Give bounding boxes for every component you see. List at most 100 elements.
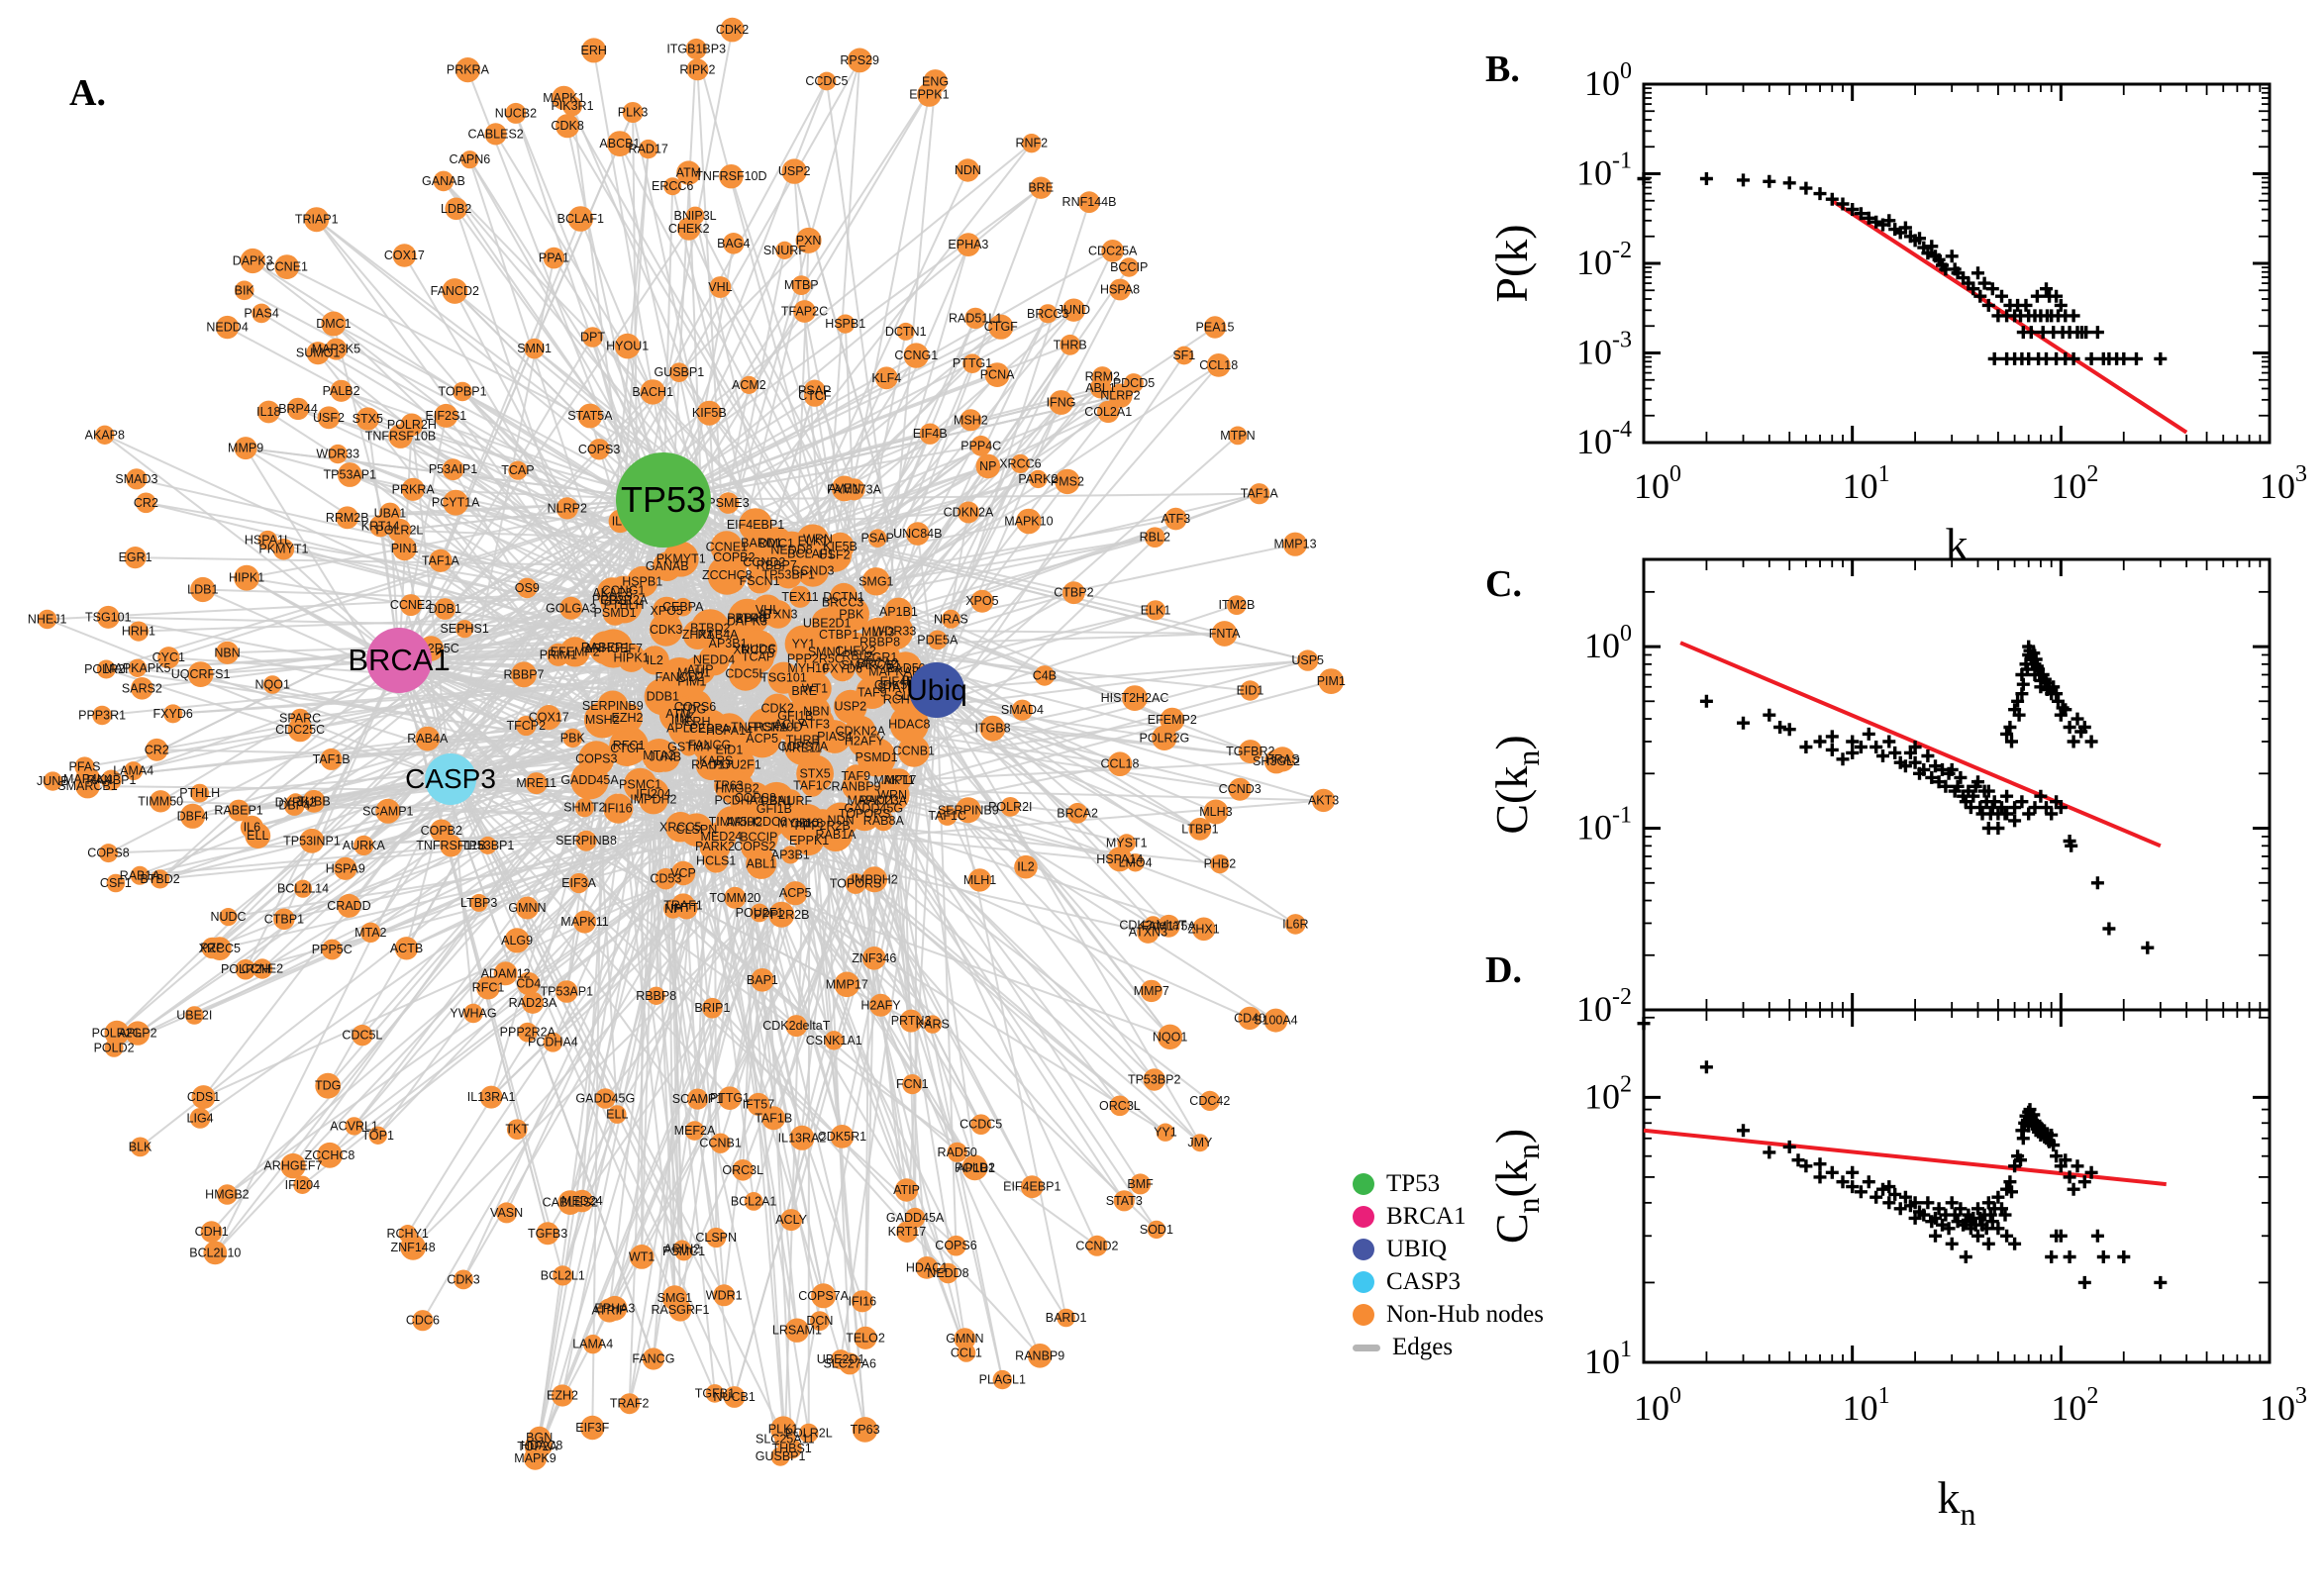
chart-frame <box>1642 82 2272 445</box>
network-node-label: ABL1 <box>1085 381 1116 395</box>
network-node-label: BTBD2 <box>140 872 179 886</box>
network-node <box>567 206 594 232</box>
network-node-label: STAT5A <box>567 409 613 423</box>
network-node-label: CCNG1 <box>894 349 938 362</box>
network-edge <box>588 149 650 781</box>
network-node-label: DDB1 <box>429 602 461 616</box>
network-node <box>588 439 610 460</box>
network-node <box>796 754 834 793</box>
network-node <box>442 458 464 481</box>
network-node-label: MLH3 <box>1199 805 1232 819</box>
network-node <box>1117 834 1136 852</box>
network-node-label: MAPK11 <box>560 915 608 929</box>
network-node <box>581 38 607 63</box>
network-node <box>1027 1344 1053 1368</box>
network-node <box>525 772 548 795</box>
network-node <box>824 1031 844 1050</box>
network-node <box>125 1021 151 1046</box>
network-node <box>453 381 472 402</box>
network-node <box>1145 600 1166 621</box>
network-node <box>665 698 705 739</box>
fit-line <box>1679 641 2162 848</box>
legend-item-ubiq: UBIQ <box>1353 1236 1544 1262</box>
axis-tick-label: 101 <box>1584 1337 1632 1381</box>
network-node-label: ELK1 <box>1141 603 1171 617</box>
network-node-label: NBN <box>214 646 240 659</box>
network-node <box>124 761 144 781</box>
network-edge <box>536 784 642 1447</box>
network-node <box>831 1349 852 1370</box>
network-node <box>256 400 280 424</box>
network-node <box>608 1105 627 1124</box>
network-node-label: LIG4 <box>187 1111 214 1125</box>
network-node <box>286 397 310 421</box>
network-edge <box>463 592 613 631</box>
network-node <box>834 971 860 998</box>
network-node <box>1238 740 1262 764</box>
network-node <box>234 564 259 591</box>
network-edge <box>172 676 680 715</box>
network-node <box>252 303 271 324</box>
network-node-label: IL2 <box>1017 860 1034 874</box>
network-node <box>433 170 454 192</box>
network-node-label: BRCA2 <box>1057 806 1098 820</box>
network-node-label: POU2F1 <box>736 906 784 920</box>
network-node <box>216 641 240 664</box>
network-node-label: DAPK3 <box>233 254 273 268</box>
network-node-label: GADD45A <box>886 1211 945 1225</box>
network-node <box>740 375 758 394</box>
network-node-label: NEDD8 <box>927 1266 968 1280</box>
network-node <box>1030 176 1053 199</box>
network-node-label: AP1B1 <box>957 1161 995 1175</box>
network-node <box>443 489 469 516</box>
network-node-label: EIF4EBP1 <box>1003 1180 1060 1194</box>
network-node <box>328 444 348 464</box>
network-node <box>1282 532 1308 556</box>
network-node <box>854 1326 877 1349</box>
network-node <box>1160 707 1185 733</box>
network-edge <box>632 112 728 548</box>
network-node <box>1137 921 1160 944</box>
network-node <box>1109 278 1131 301</box>
network-node-label: ATRIP <box>591 1304 627 1318</box>
network-node-label: PKMYT1 <box>258 543 308 556</box>
network-node <box>719 164 744 189</box>
network-node <box>833 689 867 724</box>
network-node <box>215 315 240 340</box>
network-node <box>203 1241 228 1265</box>
network-node <box>562 728 582 748</box>
network-node <box>217 1184 238 1205</box>
network-node-label: EGR1 <box>119 550 152 564</box>
network-node <box>252 958 273 979</box>
network-node <box>1126 853 1145 872</box>
network-node <box>454 57 480 83</box>
network-node <box>830 1125 855 1148</box>
network-node-label: LAMA4 <box>572 1338 613 1351</box>
network-node-label: H2AFY <box>860 998 901 1012</box>
network-node-label: TDG <box>315 1079 341 1093</box>
network-node <box>1164 507 1187 531</box>
network-node <box>1122 685 1148 711</box>
network-node-label: NP <box>664 902 681 916</box>
network-node <box>612 702 643 734</box>
network-node-label: MED24 <box>561 1194 603 1208</box>
network-node <box>902 1074 923 1095</box>
network-node <box>848 725 881 758</box>
network-node-label: EIF4B <box>913 427 948 441</box>
network-edge <box>936 689 1067 1319</box>
network-node <box>788 674 821 708</box>
network-node <box>784 1318 810 1343</box>
network-node-label: TAF1C <box>793 779 832 793</box>
network-node <box>845 872 866 894</box>
network-node-label: RBL2 <box>1140 531 1170 545</box>
network-edge <box>729 823 799 1099</box>
network-node <box>523 1446 548 1470</box>
network-node <box>608 731 645 766</box>
network-node-label: ELL <box>606 1108 628 1122</box>
network-node <box>896 1221 918 1243</box>
network-node-label: CCNB1 <box>699 1137 741 1150</box>
network-node-label: PRKRA <box>447 63 490 77</box>
network-node <box>655 867 677 890</box>
network-node-label: HDAC8 <box>521 1439 562 1452</box>
network-node <box>1119 257 1139 277</box>
